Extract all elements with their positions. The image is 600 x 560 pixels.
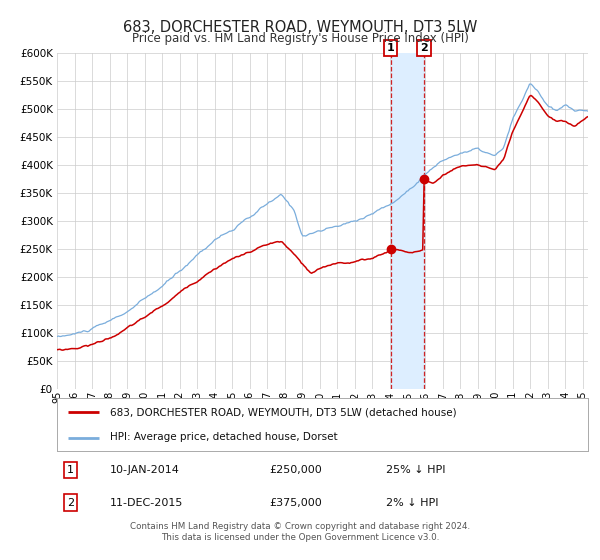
Text: 2% ↓ HPI: 2% ↓ HPI [386,497,439,507]
Text: 11-DEC-2015: 11-DEC-2015 [110,497,184,507]
Text: 1: 1 [386,43,394,53]
Text: 683, DORCHESTER ROAD, WEYMOUTH, DT3 5LW: 683, DORCHESTER ROAD, WEYMOUTH, DT3 5LW [123,20,477,35]
Text: 1: 1 [67,465,74,475]
Text: This data is licensed under the Open Government Licence v3.0.: This data is licensed under the Open Gov… [161,533,439,542]
Text: 683, DORCHESTER ROAD, WEYMOUTH, DT3 5LW (detached house): 683, DORCHESTER ROAD, WEYMOUTH, DT3 5LW … [110,408,457,418]
Text: 2: 2 [420,43,428,53]
Bar [391,53,424,389]
Text: £250,000: £250,000 [269,465,322,475]
Text: Price paid vs. HM Land Registry's House Price Index (HPI): Price paid vs. HM Land Registry's House … [131,32,469,45]
Text: Contains HM Land Registry data © Crown copyright and database right 2024.: Contains HM Land Registry data © Crown c… [130,522,470,531]
Text: 2: 2 [67,497,74,507]
Text: £375,000: £375,000 [269,497,322,507]
Text: 25% ↓ HPI: 25% ↓ HPI [386,465,446,475]
Text: HPI: Average price, detached house, Dorset: HPI: Average price, detached house, Dors… [110,432,338,442]
Text: 10-JAN-2014: 10-JAN-2014 [110,465,180,475]
